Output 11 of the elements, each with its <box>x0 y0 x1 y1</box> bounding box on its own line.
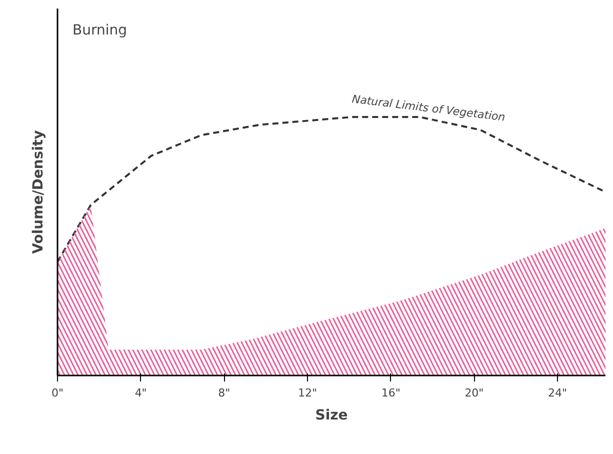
text: Burning <box>72 22 128 38</box>
x-tick-label: 0" <box>51 386 64 400</box>
x-axis-title: Size <box>315 408 348 424</box>
x-tick-label: 24" <box>548 386 568 400</box>
y-axis-title: Volume/Density <box>30 130 46 254</box>
x-tick-label: 8" <box>218 386 230 400</box>
text: Natural Limits of Vegetation <box>351 92 506 124</box>
x-tick-label: 4" <box>134 386 147 400</box>
x-tick-label: 16" <box>381 386 400 400</box>
x-tick-label: 20" <box>464 386 484 400</box>
x-tick-label: 12" <box>298 386 318 400</box>
